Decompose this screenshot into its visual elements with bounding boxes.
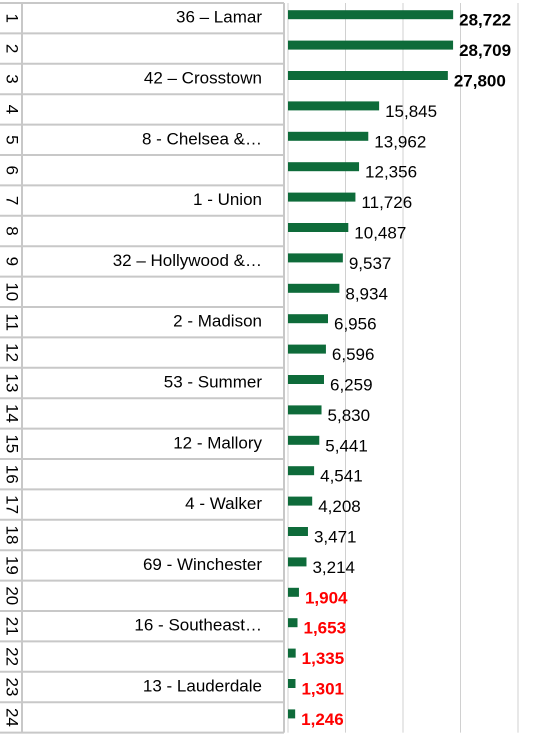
bar	[288, 40, 454, 50]
bar	[288, 314, 328, 324]
rank-label: 1	[3, 13, 22, 22]
rank-label: 20	[3, 586, 22, 605]
rank-label: 7	[3, 196, 22, 205]
value-label: 9,537	[349, 254, 392, 273]
category-label: 8 - Chelsea &…	[142, 129, 262, 148]
rank-label: 24	[3, 708, 22, 727]
value-label: 28,709	[459, 41, 511, 60]
value-label: 1,246	[301, 710, 344, 729]
category-label: 13 - Lauderdale	[143, 676, 262, 695]
rank-label: 16	[3, 465, 22, 484]
value-label: 6,259	[330, 375, 373, 394]
value-label: 13,962	[374, 132, 426, 151]
rank-label: 5	[3, 135, 22, 144]
value-label: 4,208	[318, 497, 361, 516]
rank-label: 18	[3, 526, 22, 545]
rank-label: 4	[3, 105, 22, 114]
rank-label: 10	[3, 282, 22, 301]
rank-label: 6	[3, 165, 22, 174]
bar	[288, 192, 356, 202]
category-label: 32 – Hollywood &…	[113, 251, 262, 270]
rank-label: 21	[3, 617, 22, 636]
bar	[288, 527, 308, 536]
value-label: 5,441	[325, 436, 368, 455]
category-label: 1 - Union	[193, 190, 262, 209]
value-label: 27,800	[454, 71, 506, 90]
rank-label: 2	[3, 44, 22, 53]
category-label: 12 - Mallory	[173, 433, 262, 452]
rank-label: 3	[3, 74, 22, 83]
bar	[288, 375, 324, 384]
value-label: 1,653	[304, 619, 347, 638]
category-label: 42 – Crosstown	[144, 68, 262, 87]
rank-label: 23	[3, 678, 22, 697]
value-label: 12,356	[365, 163, 417, 182]
bar	[288, 496, 313, 506]
value-label: 8,934	[345, 284, 388, 303]
bar	[288, 10, 454, 20]
value-label: 28,722	[459, 11, 511, 30]
bar	[288, 71, 448, 80]
value-label: 10,487	[354, 223, 406, 242]
bar	[288, 162, 360, 172]
bar	[288, 709, 296, 719]
category-label: 16 - Southeast…	[134, 616, 262, 635]
bar	[288, 344, 326, 354]
rank-label: 9	[3, 257, 22, 266]
bar	[288, 618, 298, 628]
bar	[288, 648, 296, 658]
bar	[288, 101, 380, 111]
rank-label: 12	[3, 343, 22, 362]
bar	[288, 587, 299, 597]
value-label: 6,596	[332, 345, 375, 364]
rank-label: 13	[3, 374, 22, 393]
bar	[288, 466, 315, 476]
rank-label: 19	[3, 556, 22, 575]
value-label: 6,956	[334, 315, 377, 334]
rank-label: 22	[3, 647, 22, 666]
category-label: 36 – Lamar	[176, 8, 262, 27]
category-label: 4 - Walker	[185, 494, 262, 513]
value-label: 15,845	[385, 102, 437, 121]
category-label: 69 - Winchester	[143, 555, 262, 574]
value-label: 3,214	[312, 558, 355, 577]
value-label: 1,904	[305, 588, 348, 607]
category-label: 53 - Summer	[164, 372, 263, 391]
rank-label: 11	[3, 313, 22, 331]
category-label: 2 - Madison	[173, 312, 262, 331]
value-label: 11,726	[361, 193, 412, 212]
bar	[288, 131, 369, 141]
value-label: 1,335	[302, 649, 345, 668]
rank-label: 17	[3, 495, 22, 514]
value-label: 4,541	[320, 467, 363, 486]
bar	[288, 405, 322, 415]
bar	[288, 223, 349, 232]
rank-label: 8	[3, 226, 22, 235]
rank-label: 15	[3, 434, 22, 453]
value-label: 5,830	[328, 406, 371, 425]
value-label: 3,471	[314, 527, 357, 546]
bar	[288, 253, 343, 263]
value-label: 1,301	[301, 679, 344, 698]
bar	[288, 435, 320, 445]
rank-label: 14	[3, 404, 22, 423]
bar	[288, 679, 296, 688]
bar	[288, 557, 307, 567]
bar	[288, 283, 340, 293]
